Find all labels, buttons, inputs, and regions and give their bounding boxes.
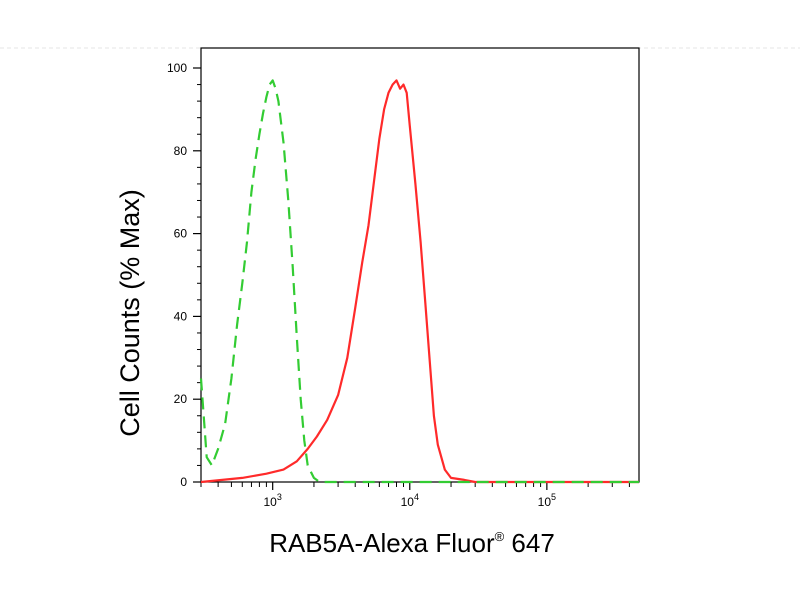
x-tick-exponent: 3 bbox=[277, 492, 282, 502]
x-axis-label-main: RAB5A-Alexa Fluor bbox=[269, 528, 495, 558]
y-tick-label: 60 bbox=[174, 227, 188, 241]
solid-histogram-line bbox=[200, 79, 639, 484]
x-tick-exponent: 5 bbox=[551, 492, 556, 502]
x-tick-base: 10 bbox=[538, 495, 552, 509]
y-tick-label: 0 bbox=[180, 475, 187, 489]
y-tick-label: 20 bbox=[174, 392, 188, 406]
x-axis-ticks: 103 104 105 bbox=[200, 482, 630, 509]
y-axis-ticks: 0 20 40 60 80 100 bbox=[167, 61, 201, 489]
y-tick-label: 40 bbox=[174, 309, 188, 323]
plot-frame bbox=[200, 47, 640, 483]
x-tick-label: 105 bbox=[538, 492, 556, 509]
x-tick-base: 10 bbox=[263, 495, 277, 509]
series-layer bbox=[199, 79, 639, 484]
x-axis-label: RAB5A-Alexa Fluor® 647 bbox=[269, 528, 555, 558]
y-tick-label: 100 bbox=[167, 61, 187, 75]
dashed-histogram-line bbox=[199, 79, 639, 484]
x-axis-label-suffix: 647 bbox=[504, 528, 555, 558]
x-axis-label-registered-mark: ® bbox=[495, 529, 505, 544]
x-tick-exponent: 4 bbox=[414, 492, 419, 502]
x-tick-label: 103 bbox=[263, 492, 281, 509]
x-tick-label: 104 bbox=[401, 492, 419, 509]
y-axis-label: Cell Counts (% Max) bbox=[115, 189, 145, 437]
y-tick-label: 80 bbox=[174, 144, 188, 158]
x-tick-base: 10 bbox=[401, 495, 415, 509]
